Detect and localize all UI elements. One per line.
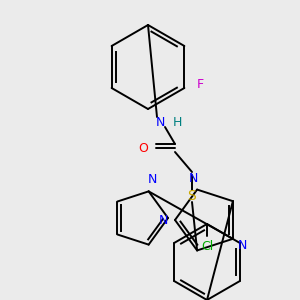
Text: N: N (189, 172, 198, 185)
Text: F: F (197, 77, 204, 91)
Text: H: H (172, 116, 182, 128)
Text: N: N (155, 116, 165, 128)
Text: O: O (138, 142, 148, 154)
Text: N: N (148, 173, 157, 187)
Text: S: S (188, 189, 196, 203)
Text: Cl: Cl (201, 239, 213, 253)
Text: N: N (238, 239, 247, 252)
Text: N: N (158, 214, 168, 226)
